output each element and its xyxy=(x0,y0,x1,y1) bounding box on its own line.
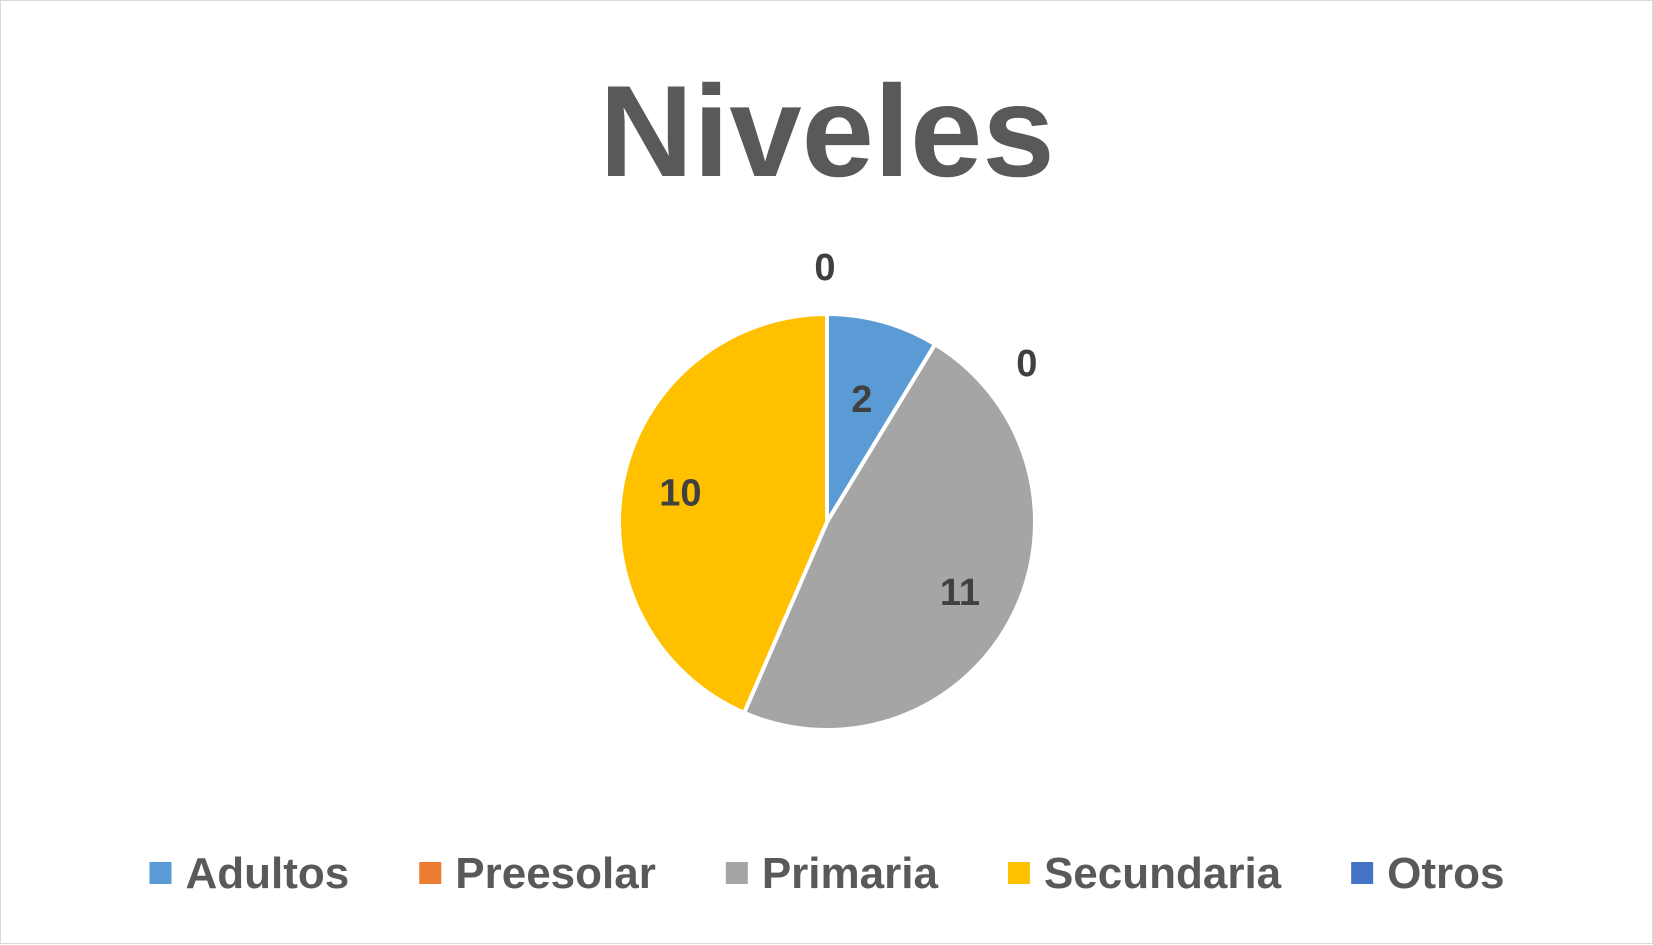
legend-label-primaria: Primaria xyxy=(762,849,939,898)
legend-item-adultos: Adultos xyxy=(149,849,349,898)
data-label-adultos: 2 xyxy=(851,379,872,421)
pie-slice-secundaria xyxy=(617,312,829,715)
data-label-otros: 0 xyxy=(814,247,835,289)
legend-swatch-preesolar xyxy=(419,862,442,884)
pie-slices xyxy=(617,312,1037,732)
data-labels: 2 0 11 10 0 xyxy=(659,247,1037,614)
legend-item-preesolar: Preesolar xyxy=(419,849,656,898)
legend-swatch-adultos xyxy=(149,862,172,884)
legend-item-secundaria: Secundaria xyxy=(1007,849,1282,898)
legend-label-otros: Otros xyxy=(1387,849,1504,898)
pie-slice-primaria xyxy=(742,342,1037,732)
legend-swatch-secundaria xyxy=(1007,862,1030,884)
legend: Adultos Preesolar Primaria Secundaria Otros xyxy=(149,849,1505,898)
chart-title: Niveles xyxy=(599,58,1054,204)
legend-label-adultos: Adultos xyxy=(185,849,349,898)
data-label-primaria: 11 xyxy=(940,572,980,614)
legend-item-otros: Otros xyxy=(1351,849,1505,898)
legend-item-primaria: Primaria xyxy=(725,849,939,898)
pie-slice-adultos xyxy=(825,312,938,524)
legend-swatch-primaria xyxy=(725,862,748,884)
legend-label-preesolar: Preesolar xyxy=(455,849,656,898)
legend-label-secundaria: Secundaria xyxy=(1044,849,1282,898)
data-label-preesolar: 0 xyxy=(1016,343,1037,385)
data-label-secundaria: 10 xyxy=(659,473,701,515)
legend-swatch-otros xyxy=(1351,862,1374,884)
